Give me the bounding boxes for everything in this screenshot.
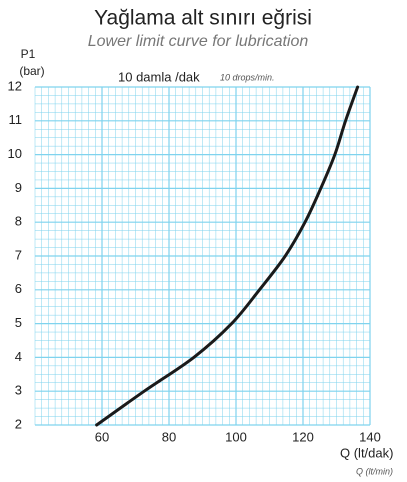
y-tick-label: 8 xyxy=(15,214,22,229)
y-tick-label: 4 xyxy=(15,349,22,364)
x-tick-label: 140 xyxy=(359,429,381,444)
curve xyxy=(95,85,360,427)
annotation: 10 drops/min. xyxy=(220,72,275,82)
x-tick-label: 60 xyxy=(95,429,109,444)
y-tick-label: 11 xyxy=(9,112,23,127)
y-tick-label: 7 xyxy=(15,247,22,262)
x-tick-label: 80 xyxy=(162,429,176,444)
y-tick-label: 5 xyxy=(15,315,22,330)
y-axis-label: (bar) xyxy=(19,64,44,78)
chart-subtitle: Lower limit curve for lubrication xyxy=(88,33,309,50)
annotation: 10 damla /dak xyxy=(118,69,200,84)
chart-title: Yağlama alt sınırı eğrisi xyxy=(94,7,312,30)
y-tick-label: 6 xyxy=(15,281,22,296)
y-tick-label: 9 xyxy=(15,180,22,195)
x-axis-label: Q (lt/min) xyxy=(356,466,393,476)
y-tick-label: 10 xyxy=(8,146,22,161)
y-tick-label: 12 xyxy=(8,78,22,93)
x-tick-label: 120 xyxy=(292,429,314,444)
y-tick-label: 3 xyxy=(15,383,22,398)
grid xyxy=(34,86,371,426)
x-tick-label: 100 xyxy=(225,429,247,444)
x-axis-label: Q (lt/dak) xyxy=(340,445,393,460)
y-axis-label: P1 xyxy=(21,47,36,61)
y-tick-label: 2 xyxy=(15,416,22,431)
